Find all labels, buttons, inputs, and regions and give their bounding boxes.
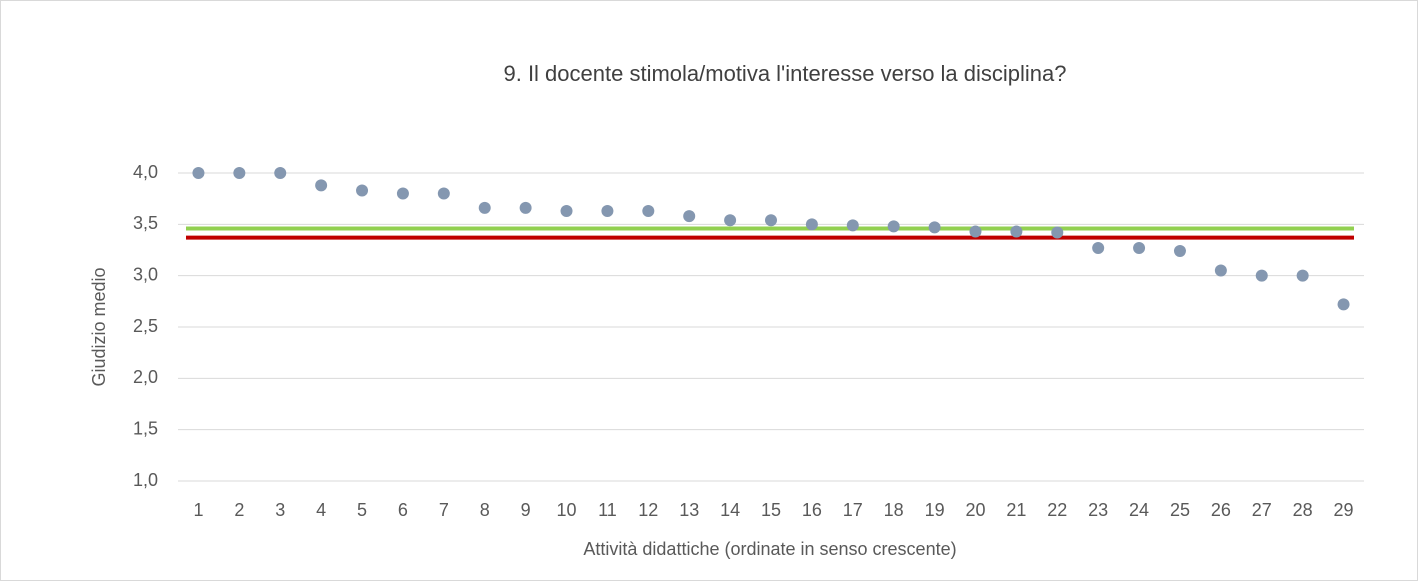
y-axis-label: Giudizio medio [89, 267, 109, 386]
dot [1092, 241, 1105, 254]
y-tick-label: 4,0 [133, 162, 158, 182]
dot [478, 201, 491, 214]
dot [1214, 264, 1227, 277]
x-tick-label: 12 [638, 500, 658, 520]
x-tick-label: 10 [557, 500, 577, 520]
dot [887, 220, 900, 233]
x-tick-label: 27 [1252, 500, 1272, 520]
dot [437, 187, 450, 200]
x-tick-label: 1 [193, 500, 203, 520]
x-tick-label: 8 [480, 500, 490, 520]
dot [1010, 225, 1023, 238]
y-tick-label: 1,0 [133, 470, 158, 490]
dot [928, 221, 941, 234]
dot [765, 214, 777, 227]
y-tick-label: 2,5 [133, 316, 158, 336]
x-tick-label: 28 [1293, 500, 1313, 520]
dot [1173, 245, 1186, 258]
dot [683, 210, 696, 223]
x-tick-label: 21 [1006, 500, 1026, 520]
dot [233, 167, 246, 179]
x-tick-label: 25 [1170, 500, 1190, 520]
x-tick-label: 26 [1211, 500, 1231, 520]
dot [560, 204, 573, 217]
x-tick-label: 9 [521, 500, 531, 520]
x-tick-label: 23 [1088, 500, 1108, 520]
dot [642, 204, 655, 217]
x-tick-label: 15 [761, 500, 781, 520]
dot [274, 167, 287, 179]
x-tick-label: 4 [316, 500, 326, 520]
x-tick-label: 2 [234, 500, 244, 520]
x-tick-label: 11 [598, 500, 617, 520]
y-tick-label: 2,0 [133, 367, 158, 387]
dot [1051, 226, 1064, 239]
y-tick-label: 3,5 [133, 213, 158, 233]
dot [724, 214, 737, 227]
x-tick-label: 17 [843, 500, 863, 520]
dot [519, 201, 532, 214]
dot [356, 184, 369, 197]
dot [192, 167, 205, 179]
x-tick-label: 19 [925, 500, 945, 520]
x-tick-label: 16 [802, 500, 822, 520]
dot [1337, 298, 1350, 311]
dot [315, 179, 328, 192]
dot [1133, 241, 1146, 254]
x-tick-label: 18 [884, 500, 904, 520]
y-tick-label: 3,0 [133, 264, 158, 284]
dot [805, 218, 818, 231]
dot [846, 219, 859, 232]
x-axis-label: Attività didattiche (ordinate in senso c… [583, 539, 956, 559]
x-tick-label: 5 [357, 500, 367, 520]
dot [1255, 269, 1268, 282]
x-tick-label: 22 [1047, 500, 1067, 520]
dot [396, 187, 409, 200]
x-tick-label: 20 [965, 500, 985, 520]
x-tick-label: 14 [720, 500, 740, 520]
y-tick-label: 1,5 [133, 418, 158, 438]
dot [601, 204, 614, 217]
x-tick-label: 7 [439, 500, 449, 520]
x-tick-label: 13 [679, 500, 699, 520]
chart-title: 9. Il docente stimola/motiva l'interesse… [503, 61, 1066, 86]
dot [1296, 269, 1309, 282]
x-tick-label: 3 [275, 500, 285, 520]
dot [969, 225, 982, 238]
x-tick-label: 24 [1129, 500, 1149, 520]
x-tick-label: 29 [1334, 500, 1354, 520]
x-tick-label: 6 [398, 500, 408, 520]
